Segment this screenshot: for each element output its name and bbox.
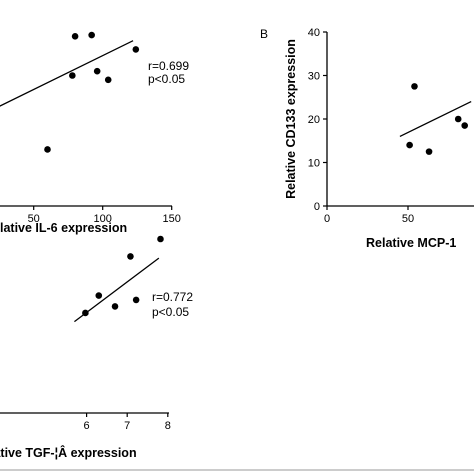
panel-c-x-tick-label: 7 xyxy=(124,420,130,432)
panel-c-data-point xyxy=(95,292,103,299)
panel-a-data-point xyxy=(93,67,101,75)
panel-a-x-tick-label: 50 xyxy=(28,213,40,225)
panel-a-data-point xyxy=(71,33,79,40)
panel-b-data-point xyxy=(461,122,469,129)
panel-a-r-value: r=0.699 xyxy=(148,59,189,73)
panel-c-data-point xyxy=(127,253,134,260)
panel-c-fit-line xyxy=(74,257,160,323)
panel-c-data-point xyxy=(111,303,119,310)
panel-b-letter: B xyxy=(260,27,268,41)
panel-c-data-point xyxy=(157,235,164,243)
panel-b-y-tick-label: 10 xyxy=(308,158,320,170)
panel-b-y-tick-label: 40 xyxy=(308,27,320,39)
panel-b-x-tick-label: 0 xyxy=(324,213,330,225)
panel-b-x-axis-title: Relative MCP-1 xyxy=(366,236,456,250)
panel-c-p-value: p<0.05 xyxy=(152,305,189,319)
panel-a-data-point xyxy=(44,146,51,153)
panel-c-chart: 6 7 8 r=0.772 p<0.05 Relative TGF-¦Â expre… xyxy=(0,235,193,460)
panel-c-x-axis-title: Relative TGF-¦Â expression xyxy=(0,445,137,460)
panel-c-x-tick-label: 8 xyxy=(165,420,171,432)
panel-b-y-tick-label: 30 xyxy=(308,71,320,83)
panel-b-y-tick-label: 20 xyxy=(308,114,320,126)
panel-c-x-tick-label: 6 xyxy=(84,420,90,432)
panel-a-data-point xyxy=(104,76,112,84)
panel-b-data-point xyxy=(406,141,413,149)
panel-a-x-axis-title: Relative IL-6 expression xyxy=(0,221,127,235)
panel-b-data-point xyxy=(425,148,433,155)
panel-a-data-point xyxy=(88,31,95,39)
panel-a-x-tick-label: 150 xyxy=(163,213,181,225)
panel-a-chart: 50 100 150 r=0.699 p<0.05 Relative IL-6 ex… xyxy=(0,31,189,235)
panel-b-data-point xyxy=(411,83,418,90)
panel-b-fit-line xyxy=(399,101,472,137)
panel-a-data-point xyxy=(132,46,140,53)
panel-b-x-tick-label: 50 xyxy=(402,213,414,225)
panel-c-r-value: r=0.772 xyxy=(152,290,193,304)
panel-b-chart: B 0 10 20 30 40 0 50 Relative CD133 expressio… xyxy=(260,27,474,250)
panel-b-y-axis-title: Relative CD133 expression xyxy=(284,39,298,199)
panel-a-x-tick-label: 100 xyxy=(94,213,112,225)
panel-a-data-point xyxy=(69,72,76,79)
panel-b-data-point xyxy=(454,115,462,123)
panel-b-y-tick-label: 0 xyxy=(314,201,320,213)
panel-a-fit-line xyxy=(0,40,134,107)
panel-c-data-point xyxy=(132,296,140,304)
panel-a-p-value: p<0.05 xyxy=(148,72,185,86)
